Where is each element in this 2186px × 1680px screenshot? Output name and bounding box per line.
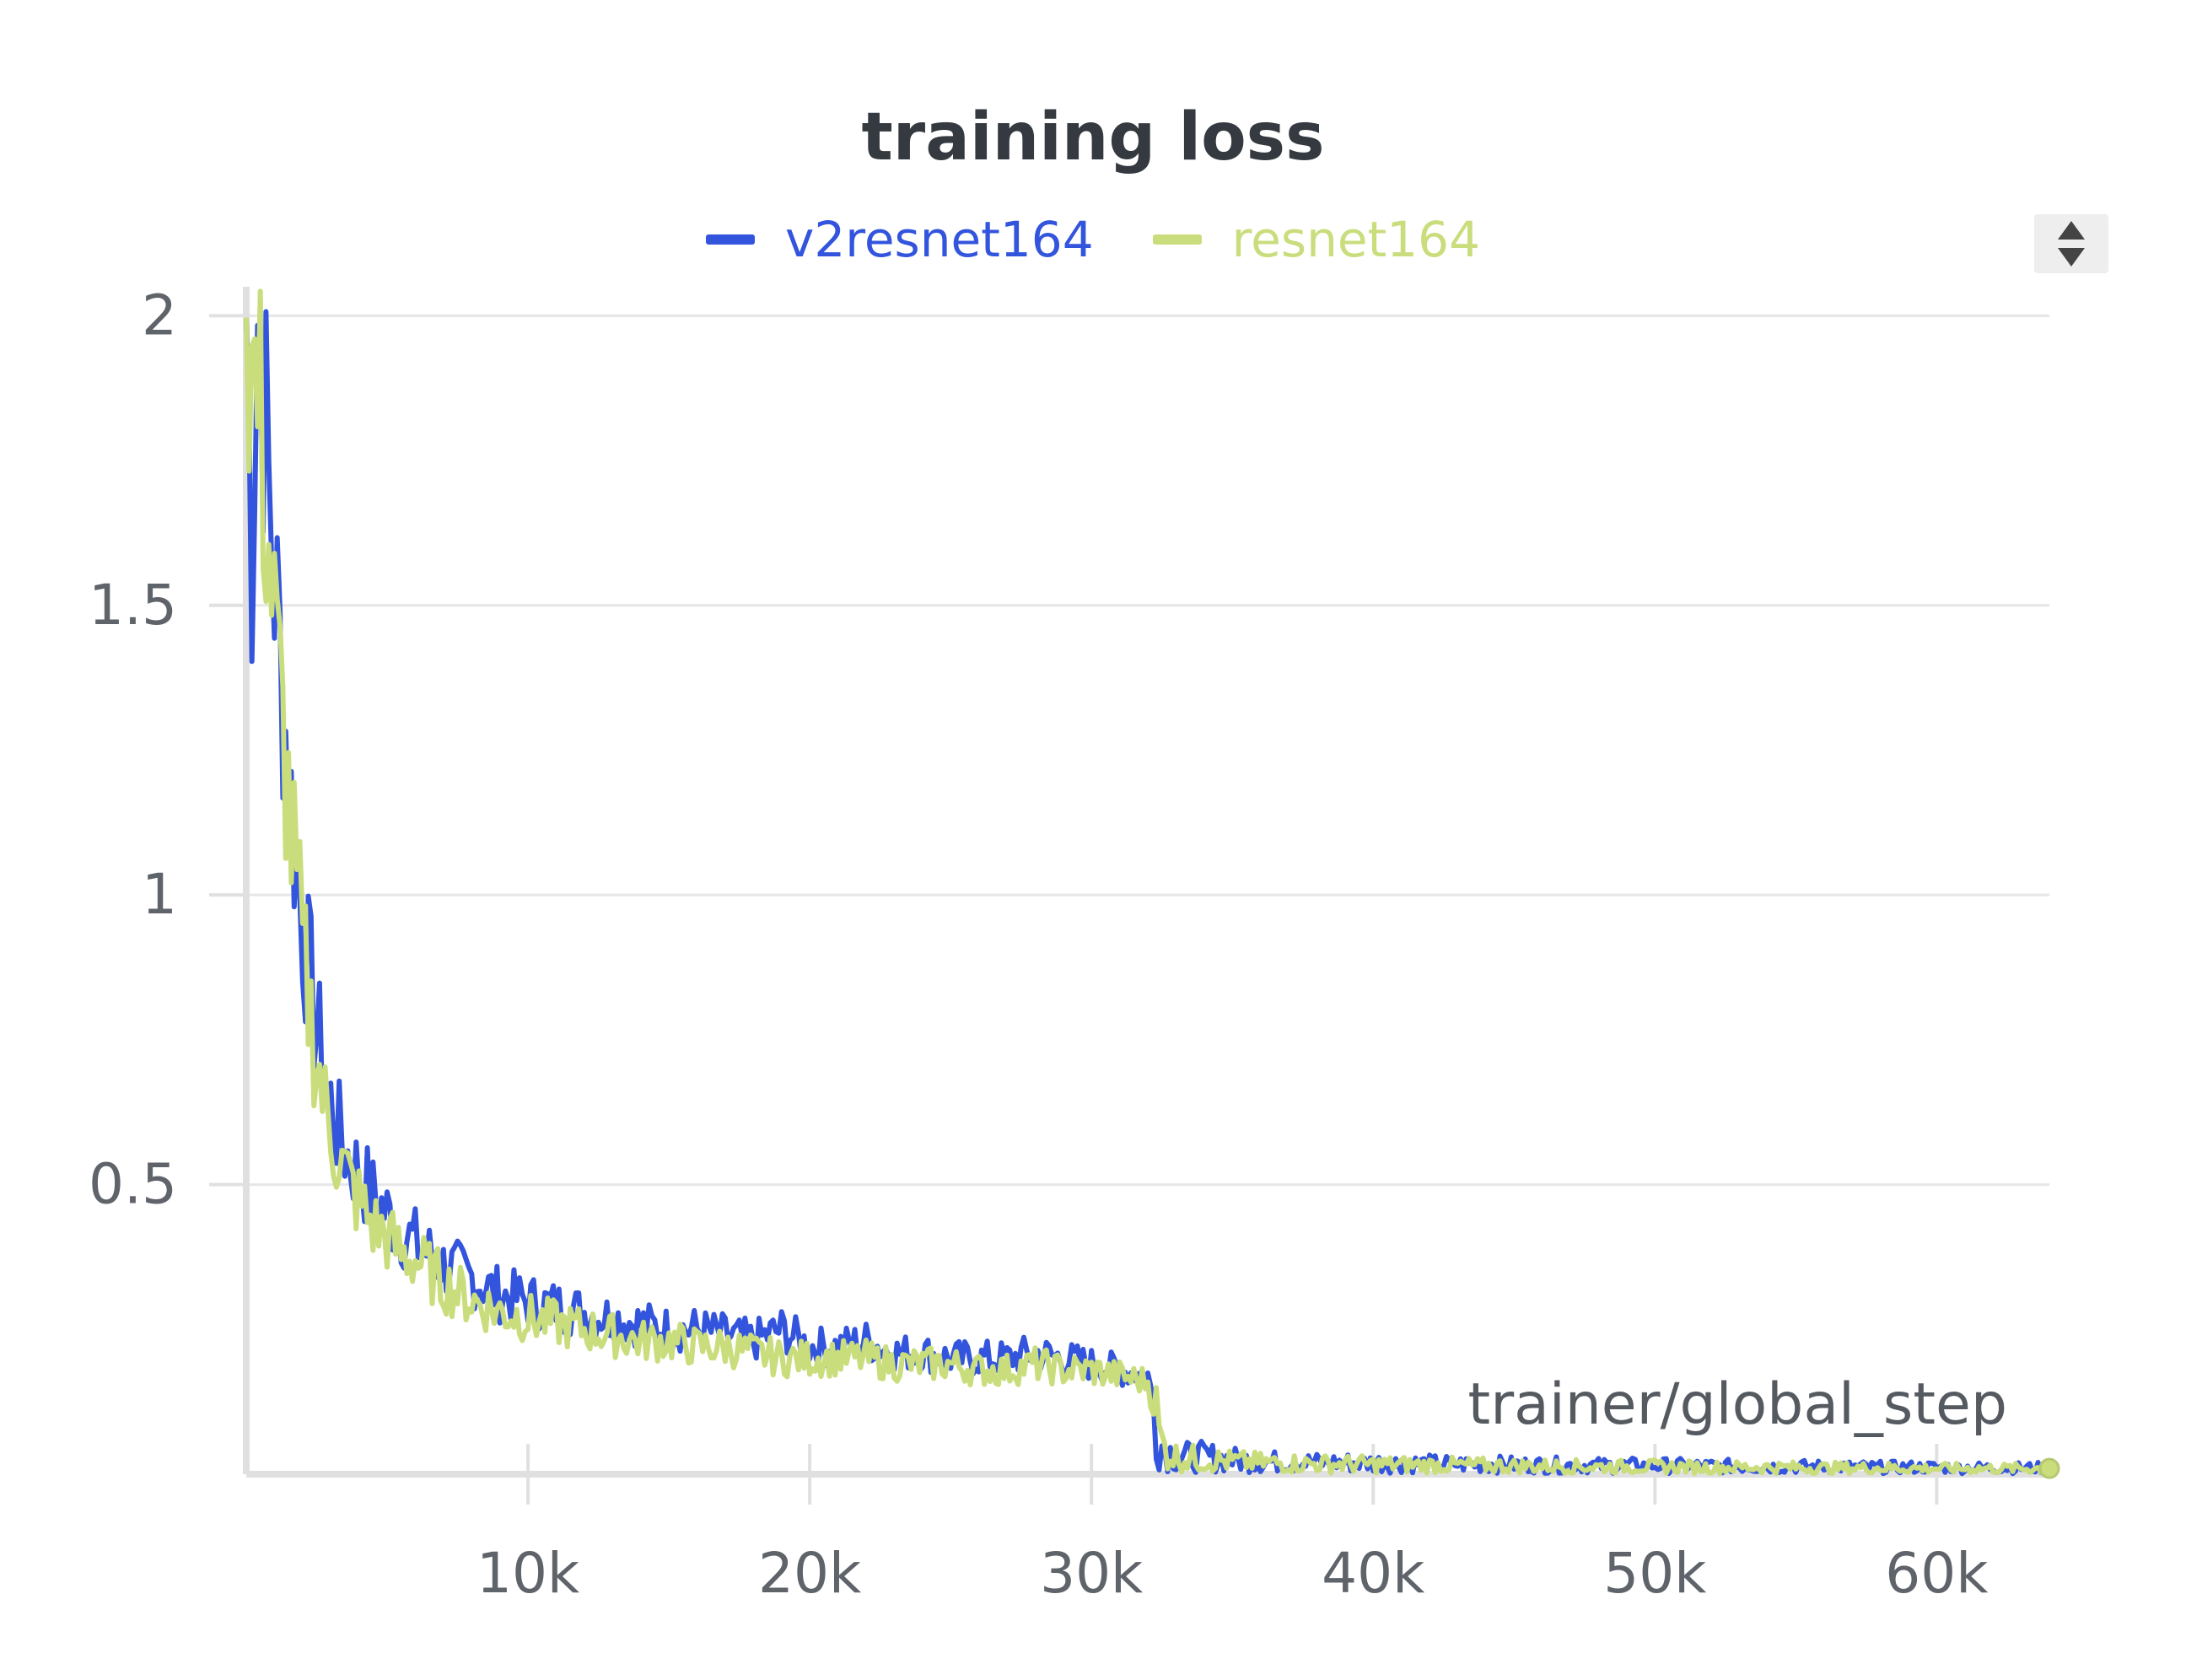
y-tick-label: 1: [142, 862, 177, 927]
legend-sort-button[interactable]: [2034, 214, 2108, 273]
y-tick-label: 2: [142, 283, 177, 347]
legend-label-v2resnet164: v2resnet164: [785, 211, 1094, 268]
legend: v2resnet164 resnet164: [0, 211, 2186, 268]
x-tick-label: 60k: [1885, 1541, 1989, 1606]
series-end-point: [2038, 1457, 2060, 1479]
series-line-resnet164: [244, 288, 2052, 1477]
x-tick-label: 30k: [1040, 1541, 1144, 1606]
y-tick-label: 1.5: [89, 573, 177, 638]
legend-item-resnet164[interactable]: resnet164: [1152, 211, 1480, 268]
x-tick-label: 20k: [758, 1541, 862, 1606]
x-tick-label: 50k: [1603, 1541, 1707, 1606]
chart-title: training loss: [861, 100, 1325, 175]
legend-label-resnet164: resnet164: [1231, 211, 1480, 268]
x-tick-label: 10k: [477, 1541, 580, 1606]
x-axis-title: trainer/global_step: [1467, 1371, 2007, 1438]
legend-item-v2resnet164[interactable]: v2resnet164: [706, 211, 1094, 268]
x-tick-label: 40k: [1322, 1541, 1425, 1606]
legend-swatch-resnet164: [1152, 234, 1202, 245]
legend-swatch-v2resnet164: [706, 234, 756, 245]
y-tick-label: 0.5: [89, 1152, 177, 1217]
series-line-v2resnet164: [244, 309, 2052, 1477]
sort-arrows-icon: [2058, 221, 2085, 267]
